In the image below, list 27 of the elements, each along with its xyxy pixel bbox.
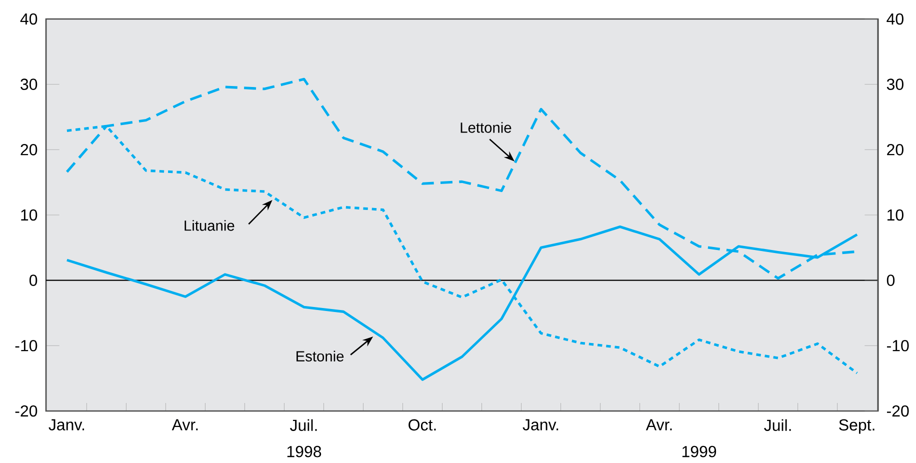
- y2-tick-label: 40: [886, 13, 904, 25]
- y-tick-label: 40: [20, 13, 38, 25]
- y2-tick-label: 0: [886, 274, 895, 286]
- y-tick-label: 10: [21, 209, 38, 221]
- y2-tick-label: 30: [886, 78, 904, 90]
- x-tick-label: Avr.: [646, 419, 672, 430]
- y2-tick-label: 20: [887, 144, 904, 156]
- y-tick-label: 0: [29, 274, 38, 286]
- x-tick-label: Juil.: [290, 419, 317, 431]
- text: Estonie: [296, 350, 344, 362]
- y-tick-label: -10: [15, 340, 38, 352]
- text: 1999: [682, 446, 716, 458]
- y2-tick-label: -10: [886, 340, 909, 352]
- x-tick-label: Sept.: [839, 419, 874, 434]
- text: Lituanie: [184, 220, 234, 231]
- x-tick-label: Avr.: [172, 419, 198, 430]
- text: 1998: [287, 446, 322, 458]
- y-tick-label: 20: [20, 144, 38, 156]
- x-tick-label: Janv.: [522, 419, 558, 430]
- x-tick-label: Juil.: [764, 419, 791, 431]
- y2-tick-label: 10: [887, 209, 904, 221]
- series-label: Lettonie: [460, 122, 512, 133]
- y2-tick-label: -20: [886, 405, 909, 417]
- y-tick-label: -20: [15, 405, 38, 417]
- x-tick-label: Janv.: [48, 419, 84, 430]
- x-tick-label: Oct.: [408, 419, 436, 431]
- y-tick-label: 30: [20, 78, 38, 90]
